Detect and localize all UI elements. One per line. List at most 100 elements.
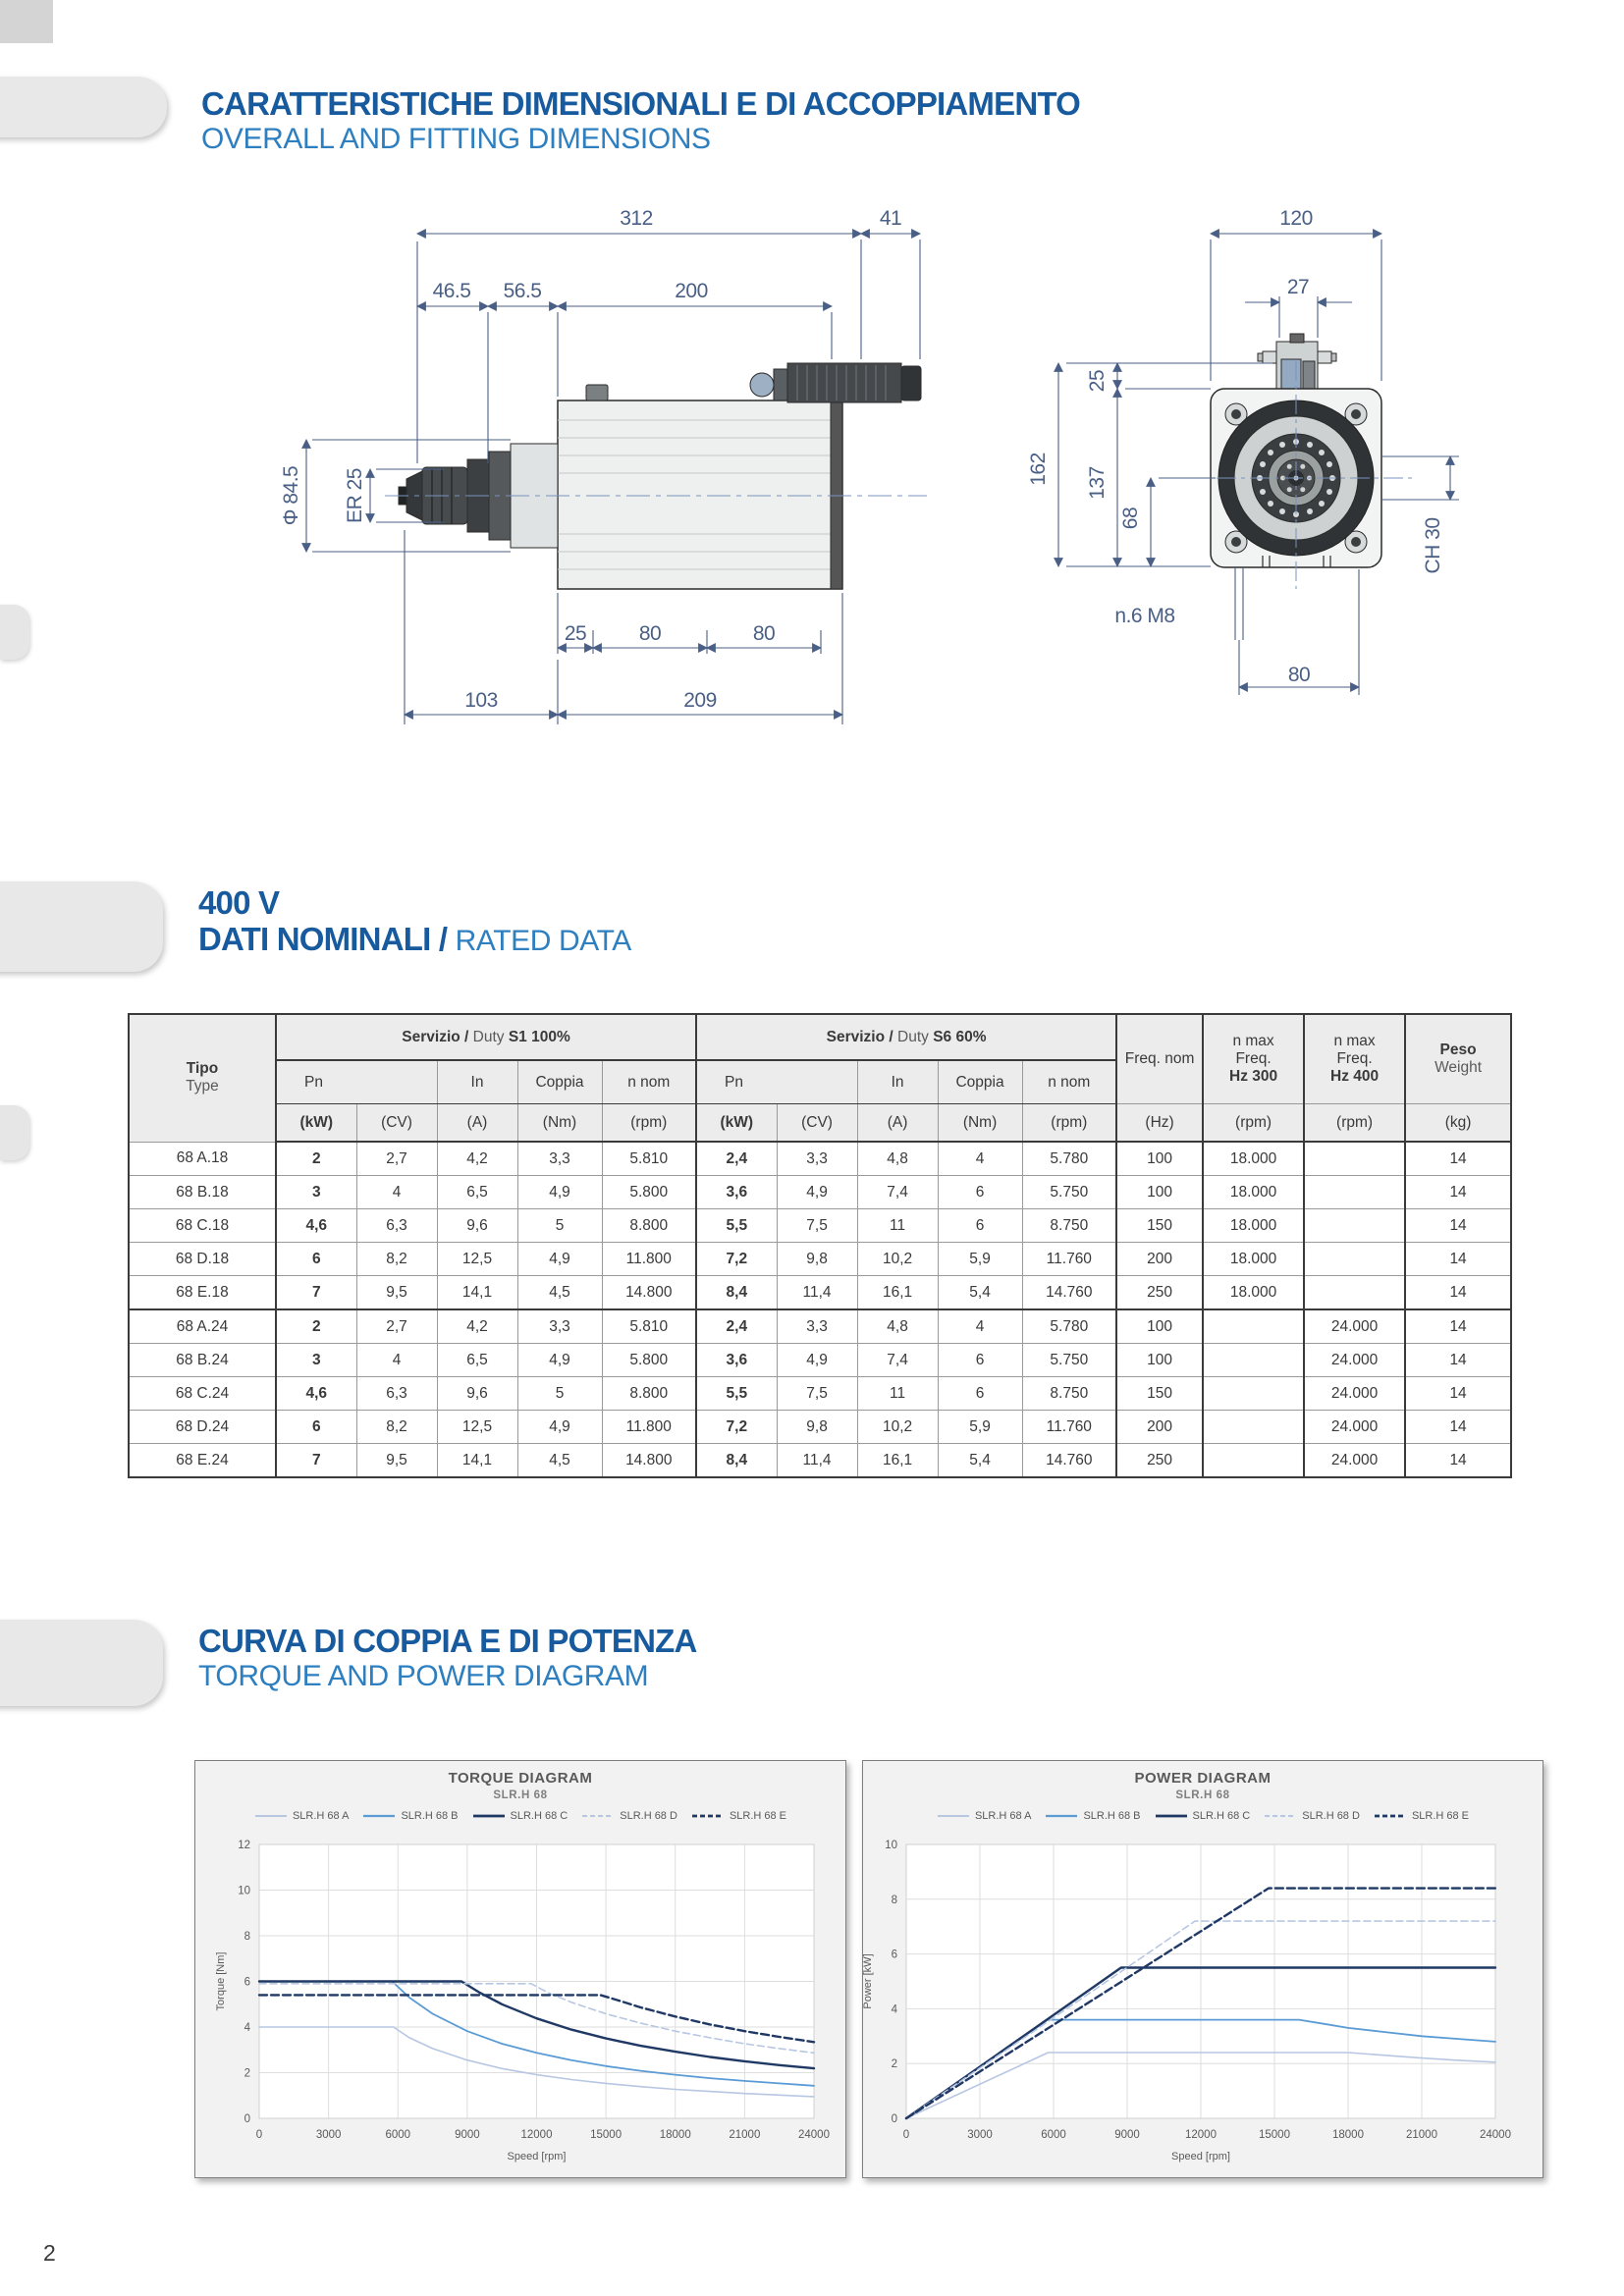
section-tab-dimensions [0,77,167,137]
col-header-nmax400: n max Freq. Hz 400 [1303,1013,1407,1104]
cell: 200 [1115,1410,1205,1444]
cell: 3,6 [695,1175,778,1209]
series-line [905,1920,1496,2119]
row-type: 68 B.24 [128,1343,277,1377]
row-type: 68 C.18 [128,1208,277,1243]
cell: 5 [516,1376,603,1411]
dim-label: 103 [464,689,498,712]
row-type: 68 D.24 [128,1410,277,1444]
chart-plot: 0 2 4 6 8 10 12 0 3000 6000 9000 12000 15000 18000 210… [215,1840,830,2163]
cell: 4,6 [275,1208,357,1243]
tipo-it: Tipo [186,1060,219,1078]
cell: 6 [937,1175,1023,1209]
col-header-tipo: Tipo Type [128,1013,277,1143]
cell: 12,5 [436,1242,518,1276]
x-tick-label: 3000 [316,2129,342,2141]
cell: 14 [1404,1410,1512,1444]
chart-plot: 0 2 4 6 8 10 0 3000 6000 9000 12000 15000 18000 21000… [863,1840,1511,2163]
row-type: 68 D.18 [128,1242,277,1276]
cell: 3 [275,1343,357,1377]
y-tick-label: 10 [238,1886,250,1897]
cell: 4 [355,1343,438,1377]
legend-label: SLR.H 68 E [729,1810,787,1822]
chart-subtitle: SLR.H 68 [1175,1789,1230,1801]
dim-label: 209 [683,689,717,712]
cell: 4,5 [516,1443,603,1478]
corner-mark [0,0,53,43]
cell [1202,1343,1306,1377]
cell: 24.000 [1303,1308,1407,1344]
cell: 14 [1404,1308,1512,1344]
cell: 18.000 [1202,1175,1306,1209]
cell: 14 [1404,1443,1512,1478]
unit-cell: (Nm) [937,1103,1023,1143]
legend-label: SLR.H 68 B [1083,1810,1141,1822]
cell: 5.750 [1021,1175,1118,1209]
corner-screws [1224,402,1368,554]
series-line [905,2018,1496,2119]
cell: 8.750 [1021,1208,1118,1243]
cell: 2 [275,1141,357,1176]
cell: 5.810 [601,1141,698,1176]
cell: 150 [1115,1376,1205,1411]
cell: 12,5 [436,1410,518,1444]
legend-item: SLR.H 68 B [362,1810,459,1822]
cell: 4,6 [275,1376,357,1411]
table-row: 68 A.18 2 2,7 4,2 3,3 5.810 2,4 3,3 4,8 4 5.780 100… [128,1141,1512,1176]
x-tick-label: 24000 [1480,2129,1511,2141]
col-header-freq: Freq. nom [1115,1013,1205,1104]
curves-title-it: CURVA DI COPPIA E DI POTENZA [198,1623,697,1659]
cell: 6 [937,1343,1023,1377]
cell: 14 [1404,1376,1512,1411]
series-line [904,1887,1497,2120]
cell: 100 [1115,1141,1205,1176]
section-tab-curves [0,1620,163,1706]
tipo-en: Type [186,1078,219,1095]
cell: 14 [1404,1242,1512,1276]
legend-line-swatch [1155,1814,1187,1818]
cell: 18.000 [1202,1208,1306,1243]
x-tick-label: 18000 [1332,2129,1364,2141]
edge-index-tab-2 [0,1105,29,1160]
cell: 9,8 [776,1242,858,1276]
cell [1303,1208,1407,1243]
cell: 8.750 [1021,1376,1118,1411]
dim-label: n.6 M8 [1114,605,1174,627]
subhead-nnom-s6: n nom [1021,1059,1118,1104]
dim-label: 56.5 [504,280,542,302]
cell: 8.800 [601,1208,698,1243]
unit-cell: (kg) [1404,1103,1512,1143]
dim-label: 46.5 [433,280,471,302]
row-type: 68 E.24 [128,1443,277,1478]
chart-legend: SLR.H 68 A SLR.H 68 B SLR.H 68 C SLR.H 68 D… [863,1810,1543,1822]
series-line [257,1980,816,2070]
cell: 2,7 [355,1141,438,1176]
power-diagram-panel: POWER DIAGRAM SLR.H 68 SLR.H 68 A SLR.H 68 … [862,1760,1543,2178]
legend-label: SLR.H 68 D [620,1810,677,1822]
legend-label: SLR.H 68 C [1192,1810,1251,1822]
cell: 9,6 [436,1208,518,1243]
legend-label: SLR.H 68 A [974,1810,1032,1822]
cell: 7,5 [776,1376,858,1411]
legend-item: SLR.H 68 C [472,1810,568,1822]
cell: 16,1 [856,1443,939,1478]
cell: 10,2 [856,1242,939,1276]
row-type: 68 A.24 [128,1308,277,1344]
curves-title-en: TORQUE AND POWER DIAGRAM [198,1659,649,1692]
cell [1202,1443,1306,1478]
unit-cell: (rpm) [1303,1103,1407,1143]
legend-line-swatch [1046,1814,1078,1818]
dimensions-title-en: OVERALL AND FITTING DIMENSIONS [201,122,711,155]
cell: 4,2 [436,1308,518,1344]
cell: 14,1 [436,1443,518,1478]
dim-label: 68 [1119,507,1142,529]
rated-title-en: RATED DATA [455,924,632,957]
unit-cell: (Nm) [516,1103,603,1143]
cell: 14.760 [1021,1275,1118,1310]
table-row: 68 A.24 2 2,7 4,2 3,3 5.810 2,4 3,3 4,8 4 5.780 100… [128,1308,1512,1344]
cell: 7 [275,1443,357,1478]
unit-cell: (rpm) [1021,1103,1118,1143]
unit-cell: (A) [856,1103,939,1143]
legend-item: SLR.H 68 E [691,1810,786,1822]
x-tick-label: 9000 [455,2129,480,2141]
